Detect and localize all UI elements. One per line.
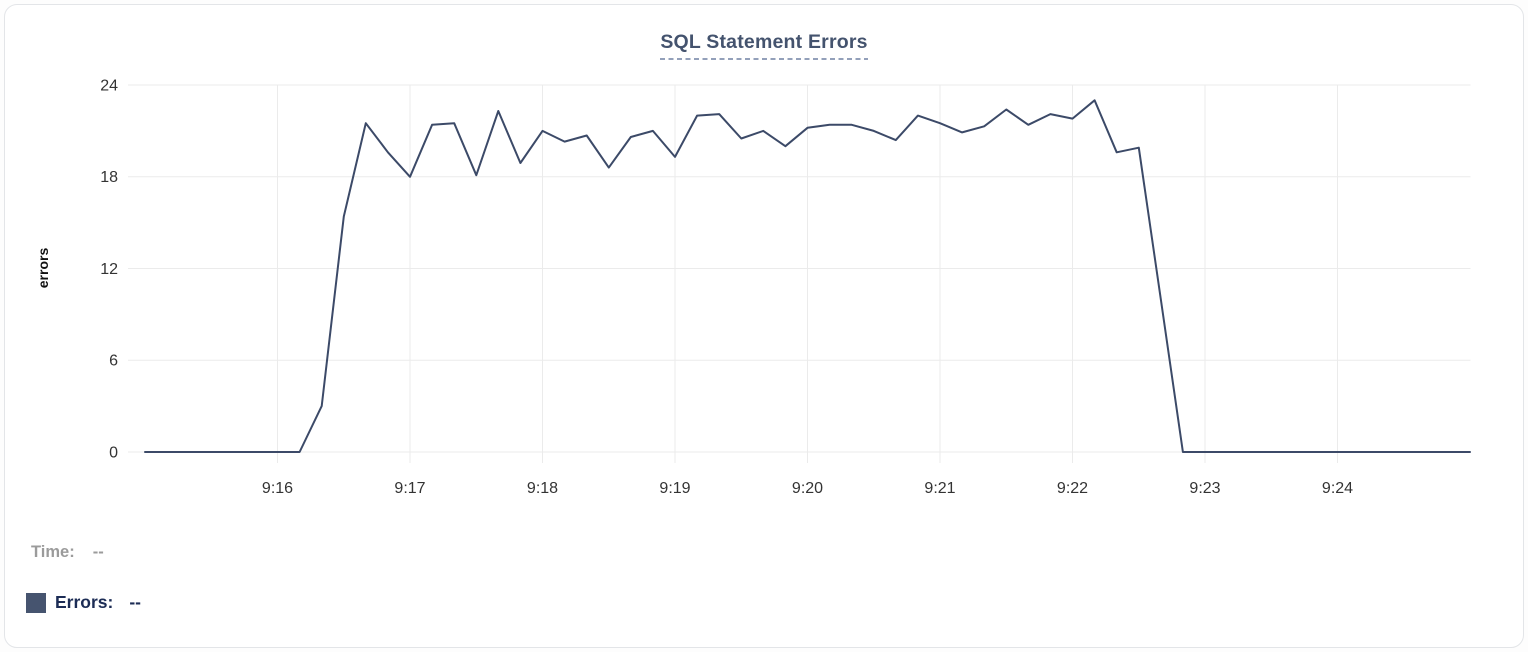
y-axis-title: errors [35,248,51,289]
legend-errors-row: Errors: -- [26,592,141,613]
errors-line-chart[interactable]: 0 6 12 18 24 9:16 9:17 9:18 9:19 9:20 9:21 9:22 9:23… [4,4,1524,509]
x-tick-label: 9:17 [394,480,425,497]
x-tick-label: 9:24 [1322,480,1353,497]
chart-card: SQL Statement Errors 0 6 12 18 24 9:16 9:17 9:1… [4,4,1524,648]
x-tick-label: 9:21 [924,480,955,497]
time-label: Time: [31,543,75,561]
x-tick-label: 9:18 [527,480,558,497]
y-tick-label: 12 [100,261,118,278]
x-tick-label: 9:22 [1057,480,1088,497]
chart-title[interactable]: SQL Statement Errors [660,31,869,60]
x-tick-label: 9:20 [792,480,823,497]
tooltip-time-row: Time: -- [31,543,104,562]
x-tick-label: 9:16 [262,480,293,497]
errors-label: Errors: [55,592,114,612]
x-tick-label: 9:19 [659,480,690,497]
y-tick-label: 6 [109,353,118,370]
errors-series-swatch [26,592,46,613]
y-tick-label: 0 [109,444,118,461]
y-tick-label: 18 [100,169,118,186]
x-tick-label: 9:23 [1189,480,1220,497]
errors-series-line [144,99,1471,453]
chart-header: SQL Statement Errors [5,31,1523,60]
y-tick-label: 24 [100,77,118,94]
time-value: -- [92,543,104,561]
errors-value: -- [129,592,142,612]
